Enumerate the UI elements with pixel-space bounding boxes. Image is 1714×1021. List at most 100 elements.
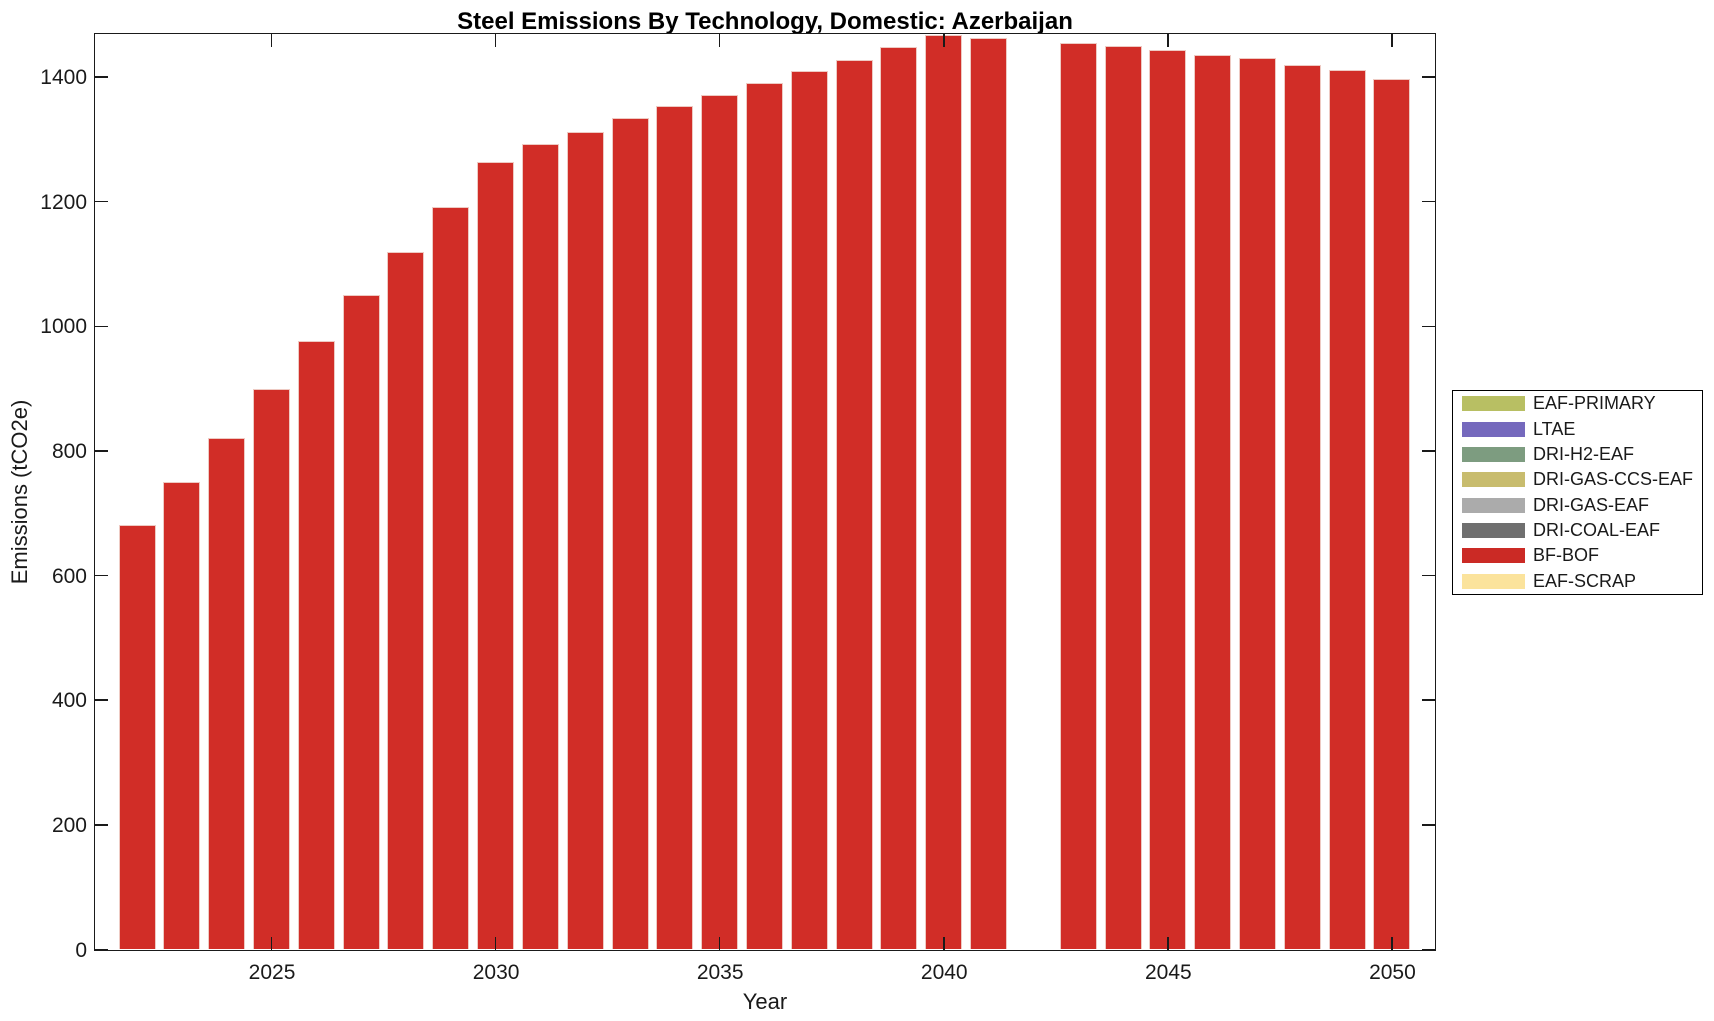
bar-bf-bof-2046 <box>1194 54 1232 950</box>
bar-bf-bof-2036 <box>746 83 783 950</box>
legend: EAF-PRIMARY LTAE DRI-H2-EAF DRI-GAS-CCS-EAF… <box>1452 390 1703 595</box>
bar-bf-bof-2039 <box>880 47 918 950</box>
y-tick-mark-right-1200 <box>1421 200 1435 203</box>
x-tick-mark-bottom-2035 <box>718 936 721 950</box>
bar-bf-bof-2029 <box>432 206 470 950</box>
bar-bf-bof-2035 <box>701 94 739 950</box>
x-tick-mark-top-2040 <box>943 33 945 47</box>
y-tick-label: 200 <box>51 813 87 837</box>
legend-swatch <box>1462 446 1525 462</box>
legend-label: DRI-H2-EAF <box>1533 443 1635 464</box>
legend-label: BF-BOF <box>1533 545 1599 566</box>
y-tick-mark-right-200 <box>1421 824 1435 826</box>
bar-bf-bof-2027 <box>342 295 380 950</box>
legend-item-eaf-scrap: EAF-SCRAP <box>1453 569 1702 594</box>
bar-bf-bof-2022 <box>118 525 156 950</box>
bar-bf-bof-2034 <box>656 106 694 950</box>
y-tick-mark-left-400 <box>94 699 108 701</box>
y-tick-mark-right-1000 <box>1421 325 1435 328</box>
bar-bf-bof-2050 <box>1373 78 1411 950</box>
legend-label: EAF-SCRAP <box>1533 570 1637 591</box>
x-tick-mark-top-2035 <box>718 33 721 47</box>
y-tick-label: 400 <box>51 689 87 713</box>
y-tick-mark-left-600 <box>94 574 108 577</box>
y-tick-mark-left-200 <box>94 824 108 826</box>
y-tick-mark-right-0 <box>1421 948 1435 951</box>
y-tick-label: 1000 <box>40 315 87 339</box>
y-tick-mark-left-800 <box>94 450 108 452</box>
legend-label: DRI-GAS-CCS-EAF <box>1533 469 1694 490</box>
bar-bf-bof-2030 <box>477 161 515 950</box>
bar-bf-bof-2040 <box>925 35 963 950</box>
bar-bf-bof-2032 <box>566 131 604 950</box>
y-tick-mark-left-0 <box>94 948 108 951</box>
y-tick-label: 0 <box>75 938 87 962</box>
x-tick-mark-top-2030 <box>494 33 497 47</box>
x-tick-label: 2025 <box>248 961 296 984</box>
legend-swatch <box>1462 573 1525 589</box>
bar-bf-bof-2043 <box>1059 43 1097 950</box>
legend-label: DRI-GAS-EAF <box>1533 494 1650 515</box>
x-tick-mark-bottom-2025 <box>270 936 273 950</box>
x-tick-mark-bottom-2045 <box>1167 936 1169 950</box>
legend-item-ltae: LTAE <box>1453 416 1702 441</box>
legend-item-bf-bof: BF-BOF <box>1453 543 1702 568</box>
bar-bf-bof-2041 <box>970 38 1008 950</box>
legend-swatch <box>1462 472 1525 488</box>
x-axis-label: Year <box>742 989 788 1014</box>
bar-bf-bof-2025 <box>253 389 291 950</box>
y-axis-label: Emissions (tCO2e) <box>7 399 32 585</box>
y-tick-label: 1400 <box>40 66 87 90</box>
bar-bf-bof-2044 <box>1104 45 1142 950</box>
legend-swatch <box>1462 421 1525 437</box>
x-tick-mark-top-2045 <box>1167 33 1169 47</box>
bar-bf-bof-2031 <box>521 144 559 950</box>
bar-bf-bof-2024 <box>208 437 246 950</box>
y-tick-mark-left-1400 <box>94 76 108 78</box>
y-tick-label: 800 <box>51 439 87 463</box>
x-tick-label: 2035 <box>696 961 744 984</box>
y-tick-mark-left-1200 <box>94 200 108 203</box>
x-tick-mark-bottom-2030 <box>494 936 497 950</box>
x-tick-label: 2030 <box>472 961 520 984</box>
legend-swatch <box>1462 396 1525 412</box>
chart-title: Steel Emissions By Technology, Domestic:… <box>457 8 1073 35</box>
legend-item-eaf-primary: EAF-PRIMARY <box>1453 391 1702 416</box>
legend-swatch <box>1462 497 1525 513</box>
plot-area axis-box <box>93 32 1436 951</box>
legend-label: LTAE <box>1533 418 1576 439</box>
legend-label: EAF-PRIMARY <box>1533 393 1656 414</box>
legend-item-dri-h2-eaf: DRI-H2-EAF <box>1453 442 1702 467</box>
legend-item-dri-coal-eaf: DRI-COAL-EAF <box>1453 518 1702 543</box>
y-tick-mark-right-800 <box>1421 450 1435 452</box>
legend-swatch <box>1462 548 1525 564</box>
legend-item-dri-gas-ccs-eaf: DRI-GAS-CCS-EAF <box>1453 467 1702 492</box>
x-tick-mark-bottom-2050 <box>1391 936 1393 950</box>
bar-bf-bof-2026 <box>297 340 335 950</box>
x-tick-label: 2045 <box>1144 961 1192 984</box>
y-tick-mark-right-1400 <box>1421 76 1435 78</box>
legend-swatch <box>1462 523 1525 539</box>
y-tick-mark-right-400 <box>1421 699 1435 701</box>
bar-bf-bof-2028 <box>387 251 425 950</box>
bar-bf-bof-2048 <box>1283 65 1321 950</box>
bar-bf-bof-2045 <box>1149 50 1187 950</box>
x-tick-mark-bottom-2040 <box>943 936 945 950</box>
bar-bf-bof-2033 <box>611 118 649 950</box>
y-tick-mark-left-1000 <box>94 325 108 328</box>
x-tick-label: 2040 <box>920 961 968 984</box>
legend-item-dri-gas-eaf: DRI-GAS-EAF <box>1453 493 1702 518</box>
bar-bf-bof-2023 <box>163 482 201 950</box>
y-tick-label: 1200 <box>40 190 87 214</box>
bar-bf-bof-2047 <box>1238 58 1276 950</box>
bar-bf-bof-2038 <box>835 59 873 950</box>
x-tick-mark-top-2050 <box>1391 33 1393 47</box>
legend-label: DRI-COAL-EAF <box>1533 520 1661 541</box>
y-tick-mark-right-600 <box>1421 574 1435 577</box>
x-tick-mark-top-2025 <box>270 33 273 47</box>
x-tick-label: 2050 <box>1369 961 1416 984</box>
bar-bf-bof-2037 <box>790 70 828 950</box>
bar-bf-bof-2049 <box>1328 70 1366 950</box>
y-tick-label: 600 <box>51 564 87 588</box>
